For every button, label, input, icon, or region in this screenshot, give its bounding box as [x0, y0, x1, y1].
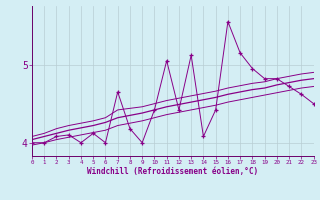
- X-axis label: Windchill (Refroidissement éolien,°C): Windchill (Refroidissement éolien,°C): [87, 167, 258, 176]
